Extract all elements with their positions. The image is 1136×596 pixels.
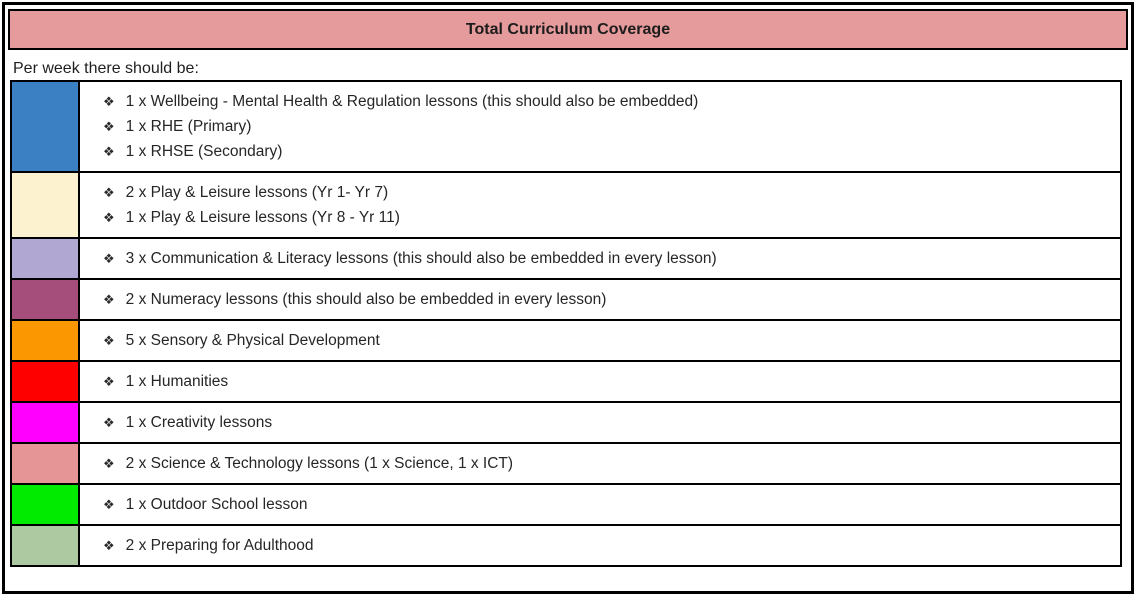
bullet-icon: ❖ bbox=[103, 333, 115, 348]
table-row: ❖ 2 x Play & Leisure lessons (Yr 1- Yr 7… bbox=[12, 171, 1120, 237]
lesson-text: 1 x Play & Leisure lessons (Yr 8 - Yr 11… bbox=[125, 209, 400, 226]
lesson-text: 1 x Creativity lessons bbox=[125, 414, 273, 431]
lesson-list: ❖ 2 x Numeracy lessons (this should also… bbox=[103, 287, 606, 312]
color-swatch-numeracy bbox=[12, 280, 80, 319]
list-item: ❖ 1 x RHE (Primary) bbox=[103, 114, 698, 139]
bullet-icon: ❖ bbox=[103, 292, 115, 307]
list-item: ❖ 1 x Play & Leisure lessons (Yr 8 - Yr … bbox=[103, 205, 400, 230]
list-item: ❖ 3 x Communication & Literacy lessons (… bbox=[103, 246, 717, 271]
lesson-text: 1 x Outdoor School lesson bbox=[125, 496, 308, 513]
list-item: ❖ 2 x Science & Technology lessons (1 x … bbox=[103, 451, 513, 476]
table-row: ❖ 1 x Creativity lessons bbox=[12, 401, 1120, 442]
lesson-text: 1 x RHSE (Secondary) bbox=[125, 143, 283, 160]
row-cell: ❖ 1 x Outdoor School lesson bbox=[80, 485, 1120, 524]
color-swatch-humanities bbox=[12, 362, 80, 401]
color-swatch-science-technology bbox=[12, 444, 80, 483]
intro-text: Per week there should be: bbox=[13, 60, 199, 77]
list-item: ❖ 1 x Outdoor School lesson bbox=[103, 492, 307, 517]
row-cell: ❖ 2 x Play & Leisure lessons (Yr 1- Yr 7… bbox=[80, 173, 1120, 237]
table-row: ❖ 2 x Numeracy lessons (this should also… bbox=[12, 278, 1120, 319]
table-row: ❖ 2 x Science & Technology lessons (1 x … bbox=[12, 442, 1120, 483]
color-swatch-creativity bbox=[12, 403, 80, 442]
lesson-list: ❖ 1 x Outdoor School lesson bbox=[103, 492, 307, 517]
row-cell: ❖ 1 x Creativity lessons bbox=[80, 403, 1120, 442]
page-title-banner: Total Curriculum Coverage bbox=[8, 9, 1128, 50]
lesson-text: 1 x Wellbeing - Mental Health & Regulati… bbox=[125, 93, 699, 110]
list-item: ❖ 2 x Numeracy lessons (this should also… bbox=[103, 287, 606, 312]
bullet-icon: ❖ bbox=[103, 374, 115, 389]
color-swatch-outdoor-school bbox=[12, 485, 80, 524]
bullet-icon: ❖ bbox=[103, 185, 115, 200]
list-item: ❖ 1 x Wellbeing - Mental Health & Regula… bbox=[103, 89, 698, 114]
color-swatch-preparing-adulthood bbox=[12, 526, 80, 565]
table-row: ❖ 3 x Communication & Literacy lessons (… bbox=[12, 237, 1120, 278]
color-swatch-play-leisure bbox=[12, 173, 80, 237]
lesson-list: ❖ 2 x Science & Technology lessons (1 x … bbox=[103, 451, 513, 476]
row-cell: ❖ 2 x Science & Technology lessons (1 x … bbox=[80, 444, 1120, 483]
bullet-icon: ❖ bbox=[103, 94, 115, 109]
color-swatch-sensory-physical bbox=[12, 321, 80, 360]
bullet-icon: ❖ bbox=[103, 415, 115, 430]
lesson-text: 1 x Humanities bbox=[125, 373, 229, 390]
row-cell: ❖ 3 x Communication & Literacy lessons (… bbox=[80, 239, 1120, 278]
list-item: ❖ 1 x Creativity lessons bbox=[103, 410, 272, 435]
table-row: ❖ 1 x Humanities bbox=[12, 360, 1120, 401]
lesson-list: ❖ 3 x Communication & Literacy lessons (… bbox=[103, 246, 717, 271]
lesson-list: ❖ 2 x Play & Leisure lessons (Yr 1- Yr 7… bbox=[103, 180, 400, 230]
lesson-list: ❖ 5 x Sensory & Physical Development bbox=[103, 328, 380, 353]
color-swatch-communication-literacy bbox=[12, 239, 80, 278]
lesson-text: 3 x Communication & Literacy lessons (th… bbox=[125, 250, 717, 267]
list-item: ❖ 1 x RHSE (Secondary) bbox=[103, 139, 698, 164]
table-row: ❖ 1 x Wellbeing - Mental Health & Regula… bbox=[12, 82, 1120, 171]
table-row: ❖ 5 x Sensory & Physical Development bbox=[12, 319, 1120, 360]
bullet-icon: ❖ bbox=[103, 456, 115, 471]
row-cell: ❖ 1 x Humanities bbox=[80, 362, 1120, 401]
bullet-icon: ❖ bbox=[103, 538, 115, 553]
list-item: ❖ 5 x Sensory & Physical Development bbox=[103, 328, 380, 353]
lesson-list: ❖ 1 x Creativity lessons bbox=[103, 410, 272, 435]
lesson-text: 2 x Science & Technology lessons (1 x Sc… bbox=[125, 455, 514, 472]
table-row: ❖ 2 x Preparing for Adulthood bbox=[12, 524, 1120, 565]
lesson-text: 2 x Preparing for Adulthood bbox=[125, 537, 314, 554]
lesson-text: 2 x Play & Leisure lessons (Yr 1- Yr 7) bbox=[125, 184, 389, 201]
color-swatch-wellbeing bbox=[12, 82, 80, 171]
lesson-text: 1 x RHE (Primary) bbox=[125, 118, 252, 135]
lesson-text: 2 x Numeracy lessons (this should also b… bbox=[125, 291, 607, 308]
row-cell: ❖ 5 x Sensory & Physical Development bbox=[80, 321, 1120, 360]
bullet-icon: ❖ bbox=[103, 497, 115, 512]
list-item: ❖ 1 x Humanities bbox=[103, 369, 228, 394]
row-cell: ❖ 2 x Numeracy lessons (this should also… bbox=[80, 280, 1120, 319]
bullet-icon: ❖ bbox=[103, 210, 115, 225]
lesson-list: ❖ 2 x Preparing for Adulthood bbox=[103, 533, 314, 558]
table-row: ❖ 1 x Outdoor School lesson bbox=[12, 483, 1120, 524]
lesson-text: 5 x Sensory & Physical Development bbox=[125, 332, 380, 349]
row-cell: ❖ 2 x Preparing for Adulthood bbox=[80, 526, 1120, 565]
list-item: ❖ 2 x Preparing for Adulthood bbox=[103, 533, 314, 558]
lesson-list: ❖ 1 x Wellbeing - Mental Health & Regula… bbox=[103, 89, 698, 164]
row-cell: ❖ 1 x Wellbeing - Mental Health & Regula… bbox=[80, 82, 1120, 171]
bullet-icon: ❖ bbox=[103, 251, 115, 266]
curriculum-table: ❖ 1 x Wellbeing - Mental Health & Regula… bbox=[10, 80, 1122, 567]
list-item: ❖ 2 x Play & Leisure lessons (Yr 1- Yr 7… bbox=[103, 180, 400, 205]
page-title: Total Curriculum Coverage bbox=[465, 20, 671, 38]
lesson-list: ❖ 1 x Humanities bbox=[103, 369, 228, 394]
bullet-icon: ❖ bbox=[103, 119, 115, 134]
bullet-icon: ❖ bbox=[103, 144, 115, 159]
